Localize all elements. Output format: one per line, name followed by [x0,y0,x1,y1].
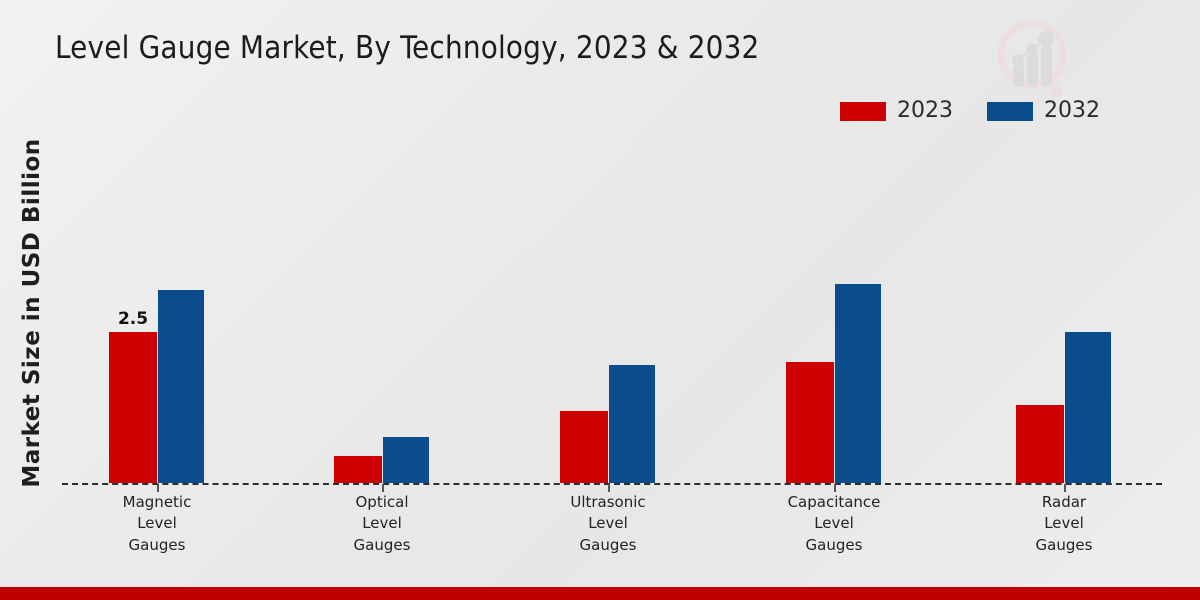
category-label-line: Magnetic [122,493,192,511]
x-axis-baseline [62,483,1162,485]
bar-2032-ultrasonic-level-gauges [609,365,655,483]
bar-2023-magnetic-level-gauges [109,332,157,483]
x-axis-tick [157,484,159,492]
category-label-line: Capacitance [787,493,881,511]
category-label-line: Gauges [805,535,863,554]
legend-label-2023: 2023 [897,98,953,123]
category-label-line: Level [1044,514,1084,533]
category-label-line: Level [588,514,628,533]
category-label-line: Optical [355,493,409,511]
category-label-line: Gauges [579,535,637,554]
category-label-line: Gauges [128,535,186,554]
x-axis-tick [608,484,610,492]
footer-accent-bar [0,587,1200,600]
legend-swatch-2032 [987,101,1033,121]
category-label-line: Level [814,514,854,533]
bar-2032-magnetic-level-gauges [158,290,204,483]
x-axis-category-label: Ultrasonic Level Gauges [518,492,698,556]
category-label-line: Radar [1041,493,1087,511]
x-axis-tick [382,484,384,492]
x-axis-tick [1064,484,1066,492]
bar-2023-capacitance-level-gauges [786,362,834,483]
bar-2032-optical-level-gauges [383,437,429,483]
bar-2023-radar-level-gauges [1016,405,1064,483]
chart-title: Level Gauge Market, By Technology, 2023 … [55,30,760,66]
legend-swatch-2023 [840,101,886,121]
bar-2032-radar-level-gauges [1065,332,1111,483]
category-label-line: Gauges [353,535,411,554]
chart-legend: 2023 2032 [840,100,1100,122]
category-label-line: Level [362,514,402,533]
x-axis-category-label: Radar Level Gauges [974,492,1154,556]
x-axis-category-label: Magnetic Level Gauges [67,492,247,556]
legend-item-2023[interactable]: 2023 [840,100,953,122]
x-axis-category-label: Optical Level Gauges [292,492,472,556]
watermark-logo [985,10,1085,105]
category-label-line: Level [137,514,177,533]
x-axis-tick [834,484,836,492]
category-label-line: Ultrasonic [570,493,646,511]
bar-2023-optical-level-gauges [334,456,382,483]
bar-value-label: 2.5 [117,309,149,329]
category-label-line: Gauges [1035,535,1093,554]
legend-item-2032[interactable]: 2032 [987,100,1100,122]
bar-2023-ultrasonic-level-gauges [560,411,608,483]
bar-2032-capacitance-level-gauges [835,284,881,483]
legend-label-2032: 2032 [1044,98,1100,123]
x-axis-category-label: Capacitance Level Gauges [744,492,924,556]
